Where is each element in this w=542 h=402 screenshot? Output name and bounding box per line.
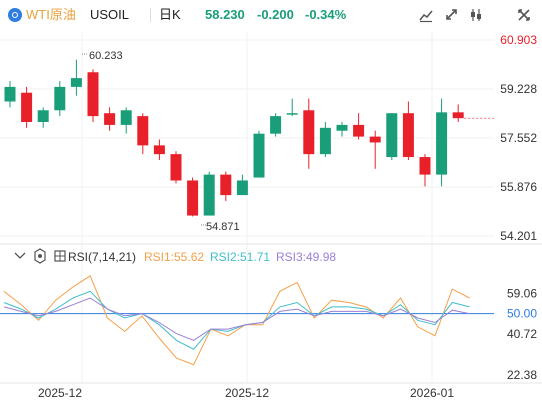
time-tick-label: 2026-01	[410, 386, 454, 400]
symbol-header: WTI原油 USOIL 日K 58.230 -0.200 -0.34%	[0, 0, 542, 30]
collapse-icon[interactable]	[14, 252, 26, 259]
candle-up	[203, 174, 215, 216]
price-tick-label: 57.552	[500, 131, 537, 145]
indicator-settings-icon[interactable]	[54, 250, 66, 262]
candle-down	[402, 113, 414, 158]
price-change-pct: -0.34%	[305, 7, 347, 22]
last-price: 58.230	[205, 7, 245, 22]
close-icon[interactable]	[515, 6, 533, 24]
candle-down	[137, 116, 149, 146]
rsi-header: RSI(7,14,21) RSI1:55.62 RSI2:51.71 RSI3:…	[14, 248, 336, 264]
candle-down	[353, 124, 365, 137]
candle-up	[336, 124, 348, 131]
fullscreen-icon[interactable]	[443, 6, 461, 24]
time-axis: 2025-12 2025-12 2026-01	[38, 386, 454, 400]
rsi-line-rsi2	[3, 290, 470, 350]
candle-up	[386, 113, 398, 158]
time-tick-label: 2025-12	[225, 386, 269, 400]
candle-up	[37, 110, 49, 122]
low-annotation: 54.871	[201, 221, 240, 233]
period-selector[interactable]: 日K	[159, 7, 181, 22]
high-label: 60.233	[89, 50, 123, 62]
rsi-tick-label: 40.72	[507, 327, 537, 341]
symbol-name[interactable]: WTI原油	[26, 7, 76, 22]
rsi-axis: 59.06 50.00 40.72 22.38	[507, 286, 537, 382]
price-tick-label: 54.201	[500, 229, 537, 243]
price-change: -0.200	[257, 7, 294, 22]
candle-up	[4, 86, 16, 102]
candle-down	[87, 72, 99, 117]
settings-icon[interactable]	[467, 6, 485, 24]
candle-up	[270, 116, 282, 134]
rsi2-value: RSI2:51.71	[210, 250, 270, 264]
price-tick-label: 59.228	[500, 82, 537, 96]
candle-down	[452, 112, 464, 119]
price-tick-label: 60.903	[500, 33, 537, 47]
candle-up	[70, 78, 82, 87]
candle-down	[419, 157, 431, 175]
chart-area[interactable]: 60.903 59.228 57.552 55.876 54.201 60.233 54…	[0, 30, 542, 402]
price-axis: 60.903 59.228 57.552 55.876 54.201	[500, 33, 537, 243]
rsi1-value: RSI1:55.62	[144, 250, 204, 264]
candlestick-series	[4, 59, 494, 217]
rsi-tick-label: 22.38	[507, 368, 537, 382]
rsi-line-rsi1	[3, 275, 470, 366]
candle-down	[187, 180, 199, 216]
time-tick-label: 2025-12	[38, 386, 82, 400]
rsi3-value: RSI3:49.98	[276, 250, 336, 264]
low-label: 54.871	[206, 221, 240, 233]
price-grid	[0, 32, 494, 383]
candle-down	[220, 174, 232, 196]
rsi-tick-label: 50.00	[507, 307, 537, 321]
candle-down	[153, 145, 165, 155]
price-tick-label: 55.876	[500, 180, 537, 194]
rsi-series	[0, 275, 494, 366]
candle-up	[319, 127, 331, 155]
candle-down	[170, 154, 182, 181]
symbol-logo-icon	[8, 8, 22, 22]
rsi-line-rsi3	[3, 297, 470, 341]
candle-up	[436, 112, 448, 175]
candle-down	[104, 113, 116, 125]
symbol-code: USOIL	[90, 7, 130, 22]
candle-up	[54, 86, 66, 111]
rsi-label: RSI(7,14,21)	[68, 250, 136, 264]
header-divider	[150, 8, 151, 22]
candle-down	[21, 92, 33, 122]
candle-up	[253, 133, 265, 178]
rsi-tick-label: 59.06	[507, 286, 537, 300]
candle-up	[286, 113, 298, 115]
candle-down	[303, 110, 315, 155]
eye-icon[interactable]	[34, 248, 46, 264]
candle-up	[236, 180, 248, 196]
high-annotation: 60.233	[82, 50, 123, 62]
candle-down	[369, 136, 381, 143]
line-tool-icon[interactable]	[417, 6, 435, 24]
candle-up	[120, 110, 132, 125]
